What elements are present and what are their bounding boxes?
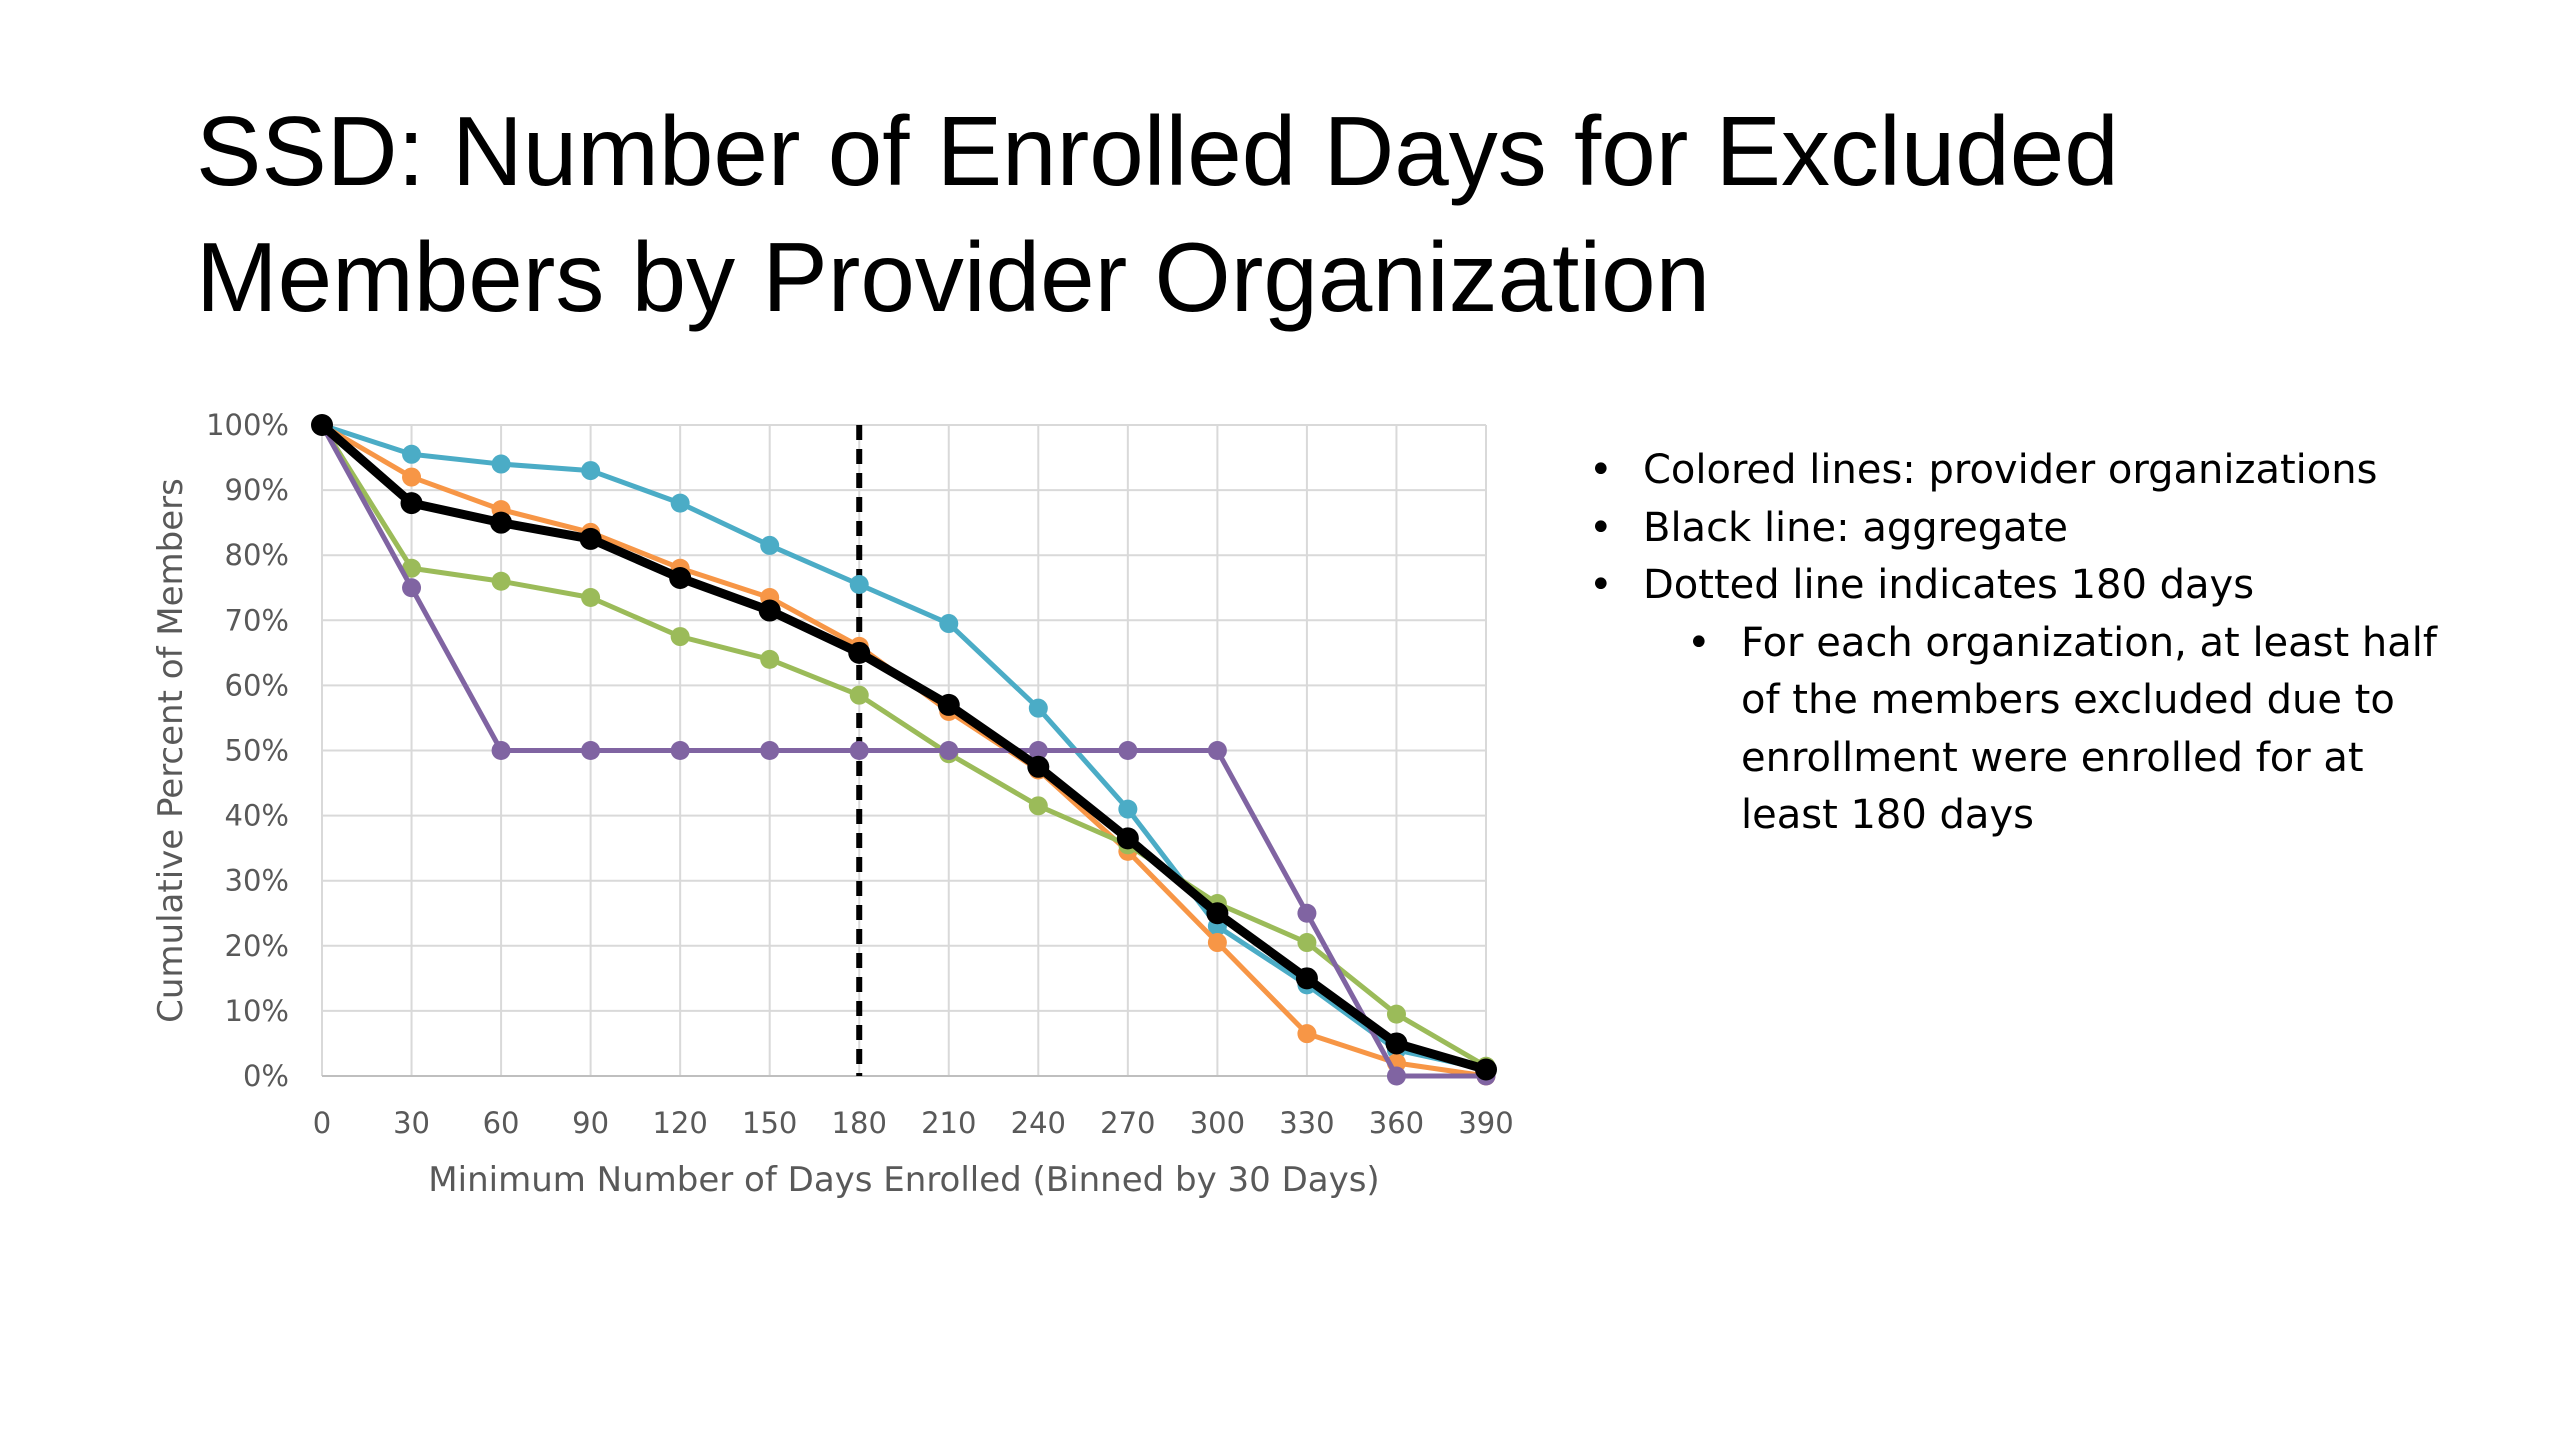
data-point: [581, 461, 601, 481]
data-point: [1118, 741, 1138, 760]
data-point: [670, 741, 690, 760]
data-point: [758, 599, 781, 622]
data-point: [760, 741, 780, 760]
x-tick-label: 390: [1458, 1106, 1513, 1140]
data-point: [1297, 933, 1317, 953]
data-point: [402, 444, 422, 464]
x-tick-label: 270: [1100, 1106, 1155, 1140]
y-tick-label: 90%: [225, 473, 289, 507]
data-point: [1028, 741, 1048, 760]
data-point: [311, 414, 333, 436]
y-tick-label: 70%: [225, 603, 289, 637]
data-point: [581, 741, 601, 760]
data-point: [1475, 1058, 1497, 1081]
y-tick-label: 20%: [225, 929, 289, 963]
data-point: [937, 693, 960, 716]
data-point: [1027, 755, 1050, 778]
data-point: [1386, 1066, 1406, 1086]
x-tick-label: 180: [832, 1106, 887, 1140]
data-point: [760, 535, 780, 555]
x-tick-label: 210: [921, 1106, 976, 1140]
y-axis-title: Cumulative Percent of Members: [151, 478, 191, 1023]
x-axis-title: Minimum Number of Days Enrolled (Binned …: [428, 1160, 1379, 1200]
data-point: [939, 614, 959, 634]
data-point: [848, 641, 871, 664]
data-point: [581, 588, 601, 608]
data-point: [491, 571, 511, 591]
data-point: [400, 492, 423, 515]
x-tick-label: 60: [483, 1106, 520, 1140]
data-point: [939, 741, 959, 760]
data-point: [491, 741, 511, 760]
y-tick-label: 50%: [225, 734, 289, 768]
data-point: [1297, 1024, 1317, 1044]
data-point: [849, 685, 869, 705]
data-point: [670, 627, 690, 647]
bullet: Colored lines: provider organizations: [1589, 442, 2489, 500]
y-tick-label: 30%: [225, 864, 289, 898]
notes: Colored lines: provider organizationsBla…: [1589, 442, 2489, 845]
data-point: [849, 574, 869, 594]
x-tick-label: 330: [1279, 1106, 1334, 1140]
data-point: [1207, 741, 1227, 760]
series-line: [319, 423, 1488, 1069]
series-line: [321, 422, 1487, 1072]
x-tick-label: 360: [1369, 1106, 1424, 1140]
data-point: [1116, 827, 1139, 850]
data-point: [1295, 967, 1318, 990]
data-point: [1206, 902, 1229, 925]
data-point: [491, 454, 511, 474]
y-tick-label: 80%: [225, 538, 289, 572]
data-point: [402, 558, 422, 578]
data-point: [579, 527, 602, 550]
slide-title: SSD: Number of Enrolled Days for Exclude…: [196, 96, 2119, 332]
data-point: [1118, 799, 1138, 819]
data-point: [849, 741, 869, 760]
bullet: Dotted line indicates 180 days: [1589, 557, 2489, 615]
x-tick-label: 0: [313, 1106, 331, 1140]
data-point: [669, 566, 692, 589]
data-point: [1297, 903, 1317, 923]
x-tick-label: 150: [742, 1106, 797, 1140]
series-line: [319, 423, 1486, 1079]
x-tick-label: 90: [572, 1106, 609, 1140]
x-tick-label: 30: [393, 1106, 430, 1140]
x-tick-label: 300: [1190, 1106, 1245, 1140]
x-tick-label: 120: [652, 1106, 707, 1140]
bullet: For each organization, at least half of …: [1687, 615, 2441, 845]
data-point: [1385, 1032, 1408, 1055]
data-point: [402, 578, 422, 598]
data-point: [490, 511, 513, 534]
x-tick-label: 240: [1011, 1106, 1066, 1140]
data-point: [1207, 933, 1227, 953]
data-point: [670, 493, 690, 513]
y-tick-label: 100%: [206, 408, 289, 442]
data-point: [1386, 1004, 1406, 1024]
y-tick-label: 60%: [225, 668, 289, 702]
bullet: Black line: aggregate: [1589, 500, 2489, 558]
y-tick-label: 10%: [225, 994, 289, 1028]
data-point: [1028, 796, 1048, 816]
series-line: [319, 421, 1488, 1074]
y-tick-label: 0%: [243, 1059, 289, 1093]
data-point: [760, 649, 780, 669]
data-point: [402, 467, 422, 487]
y-tick-label: 40%: [225, 799, 289, 833]
data-point: [1028, 698, 1048, 718]
